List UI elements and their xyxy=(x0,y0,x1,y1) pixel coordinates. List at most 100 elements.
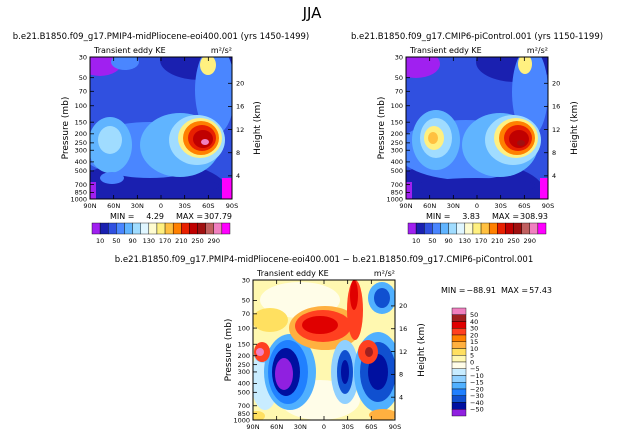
colorbar-label: 50 xyxy=(470,311,478,319)
x-tick-label: 90S xyxy=(542,202,554,210)
colorbar-swatch xyxy=(451,402,467,410)
x-tick-label: 90S xyxy=(226,202,238,210)
panel-3-subtitle-right: m²/s² xyxy=(374,269,395,278)
colorbar-swatch xyxy=(148,222,158,235)
panel-1-max-value: 307.79 xyxy=(204,212,232,221)
y-tick-label: 400 xyxy=(238,380,250,388)
colorbar-swatch xyxy=(156,222,166,235)
colorbar-swatch xyxy=(451,307,467,315)
colorbar-swatch xyxy=(451,388,467,396)
colorbar-label: 170 xyxy=(159,237,171,245)
y-right-tick-label: 20 xyxy=(399,302,407,310)
y-tick-label: 400 xyxy=(391,158,403,166)
panel-2-min-label: MIN = xyxy=(426,212,451,221)
y-right-tick-label: 16 xyxy=(236,103,244,111)
colorbar-label: 90 xyxy=(444,237,452,245)
y-tick-label: 300 xyxy=(391,147,403,155)
x-tick-label: 30S xyxy=(341,423,353,431)
panel-2-title: b.e21.B1850.f09_g17.CMIP6-piControl.001 … xyxy=(351,32,603,42)
x-tick-label: 60N xyxy=(270,423,283,431)
y-tick-label: 70 xyxy=(242,310,250,318)
colorbar-swatch xyxy=(451,382,467,390)
y-tick-label: 150 xyxy=(391,118,403,126)
colorbar-swatch xyxy=(164,222,174,235)
colorbar-swatch xyxy=(205,222,214,235)
panel-2-max-label: MAX = xyxy=(492,212,519,221)
colorbar-swatch xyxy=(451,328,467,336)
y-right-tick-label: 4 xyxy=(236,172,240,180)
colorbar-label: 210 xyxy=(175,237,187,245)
y-tick-label: 850 xyxy=(75,189,87,197)
colorbar-label: 50 xyxy=(112,237,120,245)
colorbar-swatch xyxy=(451,314,467,322)
colorbar-label: 210 xyxy=(491,237,503,245)
colorbar-label: 0 xyxy=(470,358,474,366)
y-tick-label: 50 xyxy=(79,74,87,82)
y-tick-label: 300 xyxy=(75,147,87,155)
panel-3-min-label: MIN = xyxy=(441,286,466,295)
panel-1-subtitle-left: Transient eddy KE xyxy=(93,46,166,55)
colorbar-label: −15 xyxy=(470,379,484,387)
x-tick-label: 60S xyxy=(365,423,377,431)
y-tick-label: 500 xyxy=(238,389,250,397)
panel-1-min-label: MIN = xyxy=(110,212,135,221)
y-tick-label: 850 xyxy=(391,189,403,197)
colorbar-swatch xyxy=(497,222,506,235)
x-tick-label: 0 xyxy=(475,202,479,210)
colorbar-label: −10 xyxy=(470,372,484,380)
colorbar-label: 130 xyxy=(143,237,155,245)
colorbar-label: −40 xyxy=(470,399,484,407)
y-tick-label: 1000 xyxy=(386,195,403,203)
panel-1-ylabel: Pressure (mb) xyxy=(61,97,71,160)
panel-3-max-label: MAX = xyxy=(501,286,528,295)
panel-2-max-value: 308.93 xyxy=(520,212,548,221)
y-tick-label: 70 xyxy=(79,88,87,96)
colorbar-swatch xyxy=(505,222,514,235)
colorbar-label: 40 xyxy=(470,318,478,326)
x-tick-label: 90N xyxy=(83,202,96,210)
y-tick-label: 1000 xyxy=(70,195,87,203)
y-tick-label: 700 xyxy=(238,402,250,410)
colorbar-swatch xyxy=(451,409,467,417)
colorbar-label: 170 xyxy=(475,237,487,245)
y-right-tick-label: 20 xyxy=(552,80,560,88)
x-tick-label: 60N xyxy=(107,202,120,210)
colorbar-swatch xyxy=(451,361,467,369)
y-tick-label: 250 xyxy=(75,139,87,147)
colorbar-swatch xyxy=(451,334,467,342)
colorbar-label: 290 xyxy=(208,237,220,245)
y-tick-label: 850 xyxy=(238,410,250,418)
y-right-tick-label: 8 xyxy=(399,371,403,379)
y-right-tick-label: 12 xyxy=(236,126,244,134)
colorbar-label: 130 xyxy=(459,237,471,245)
x-tick-label: 30S xyxy=(178,202,190,210)
y-tick-label: 30 xyxy=(79,53,87,61)
panel-3-title: b.e21.B1850.f09_g17.PMIP4-midPliocene-eo… xyxy=(115,255,533,265)
x-tick-label: 90S xyxy=(389,423,401,431)
y-tick-label: 250 xyxy=(238,361,250,369)
colorbar-label: 30 xyxy=(470,325,478,333)
colorbar-swatch xyxy=(197,222,206,235)
y-tick-label: 100 xyxy=(391,102,403,110)
colorbar-swatch xyxy=(521,222,530,235)
colorbar-swatch xyxy=(132,222,141,235)
y-right-tick-label: 8 xyxy=(552,149,556,157)
y-right-tick-label: 4 xyxy=(552,172,556,180)
y-tick-label: 30 xyxy=(395,53,403,61)
colorbar-swatch xyxy=(451,321,467,329)
colorbar-swatch xyxy=(432,222,441,235)
colorbar-swatch xyxy=(456,222,466,235)
colorbar-label: −50 xyxy=(470,406,484,414)
y-tick-label: 700 xyxy=(75,181,87,189)
colorbar-swatch xyxy=(464,222,474,235)
colorbar-swatch xyxy=(108,222,117,235)
colorbar-label: 50 xyxy=(428,237,436,245)
y-right-tick-label: 12 xyxy=(552,126,560,134)
x-tick-label: 60N xyxy=(423,202,436,210)
x-tick-label: 90N xyxy=(399,202,412,210)
colorbar-label: 290 xyxy=(524,237,536,245)
colorbar-swatch xyxy=(451,395,467,403)
colorbar-label: −20 xyxy=(470,385,484,393)
panel-2-field xyxy=(406,57,548,199)
